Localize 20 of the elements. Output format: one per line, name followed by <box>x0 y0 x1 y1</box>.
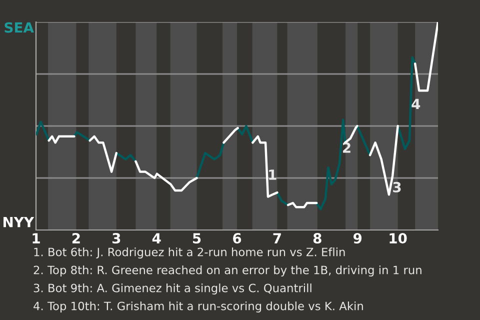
x-tick-label: 1 <box>32 233 40 244</box>
x-tick-label: 9 <box>353 233 362 244</box>
text: NYY <box>4 216 34 228</box>
text: 2. Top 8th: R. Greene reached on an error by the 1B, driving in 1 run <box>34 265 422 277</box>
x-tick-label: 5 <box>193 233 201 244</box>
x-tick-label: 7 <box>273 233 281 244</box>
x-tick-label: 4 <box>152 233 161 244</box>
x-tick-label: 10 <box>390 233 407 244</box>
annotation: 2 <box>343 142 350 153</box>
annotation: 4 <box>412 98 420 110</box>
annotation: 3 <box>393 182 401 192</box>
x-tick-label: 6 <box>233 233 242 244</box>
text: 3. Bot 9th: A. Gimenez hit a single vs C. Quantrill <box>34 283 312 295</box>
text: SEA <box>4 22 34 33</box>
x-tick-label: 8 <box>313 233 322 244</box>
annotation: 1 <box>269 170 276 180</box>
text: 4. Top 10th: T. Grisham hit a run-scoring double vs K. Akin <box>34 301 363 313</box>
x-tick-label: 3 <box>112 233 120 244</box>
text: 1. Bot 6th: J. Rodriguez hit a 2-run home run vs Z. Eflin <box>34 247 345 259</box>
x-tick-label: 2 <box>72 233 80 244</box>
